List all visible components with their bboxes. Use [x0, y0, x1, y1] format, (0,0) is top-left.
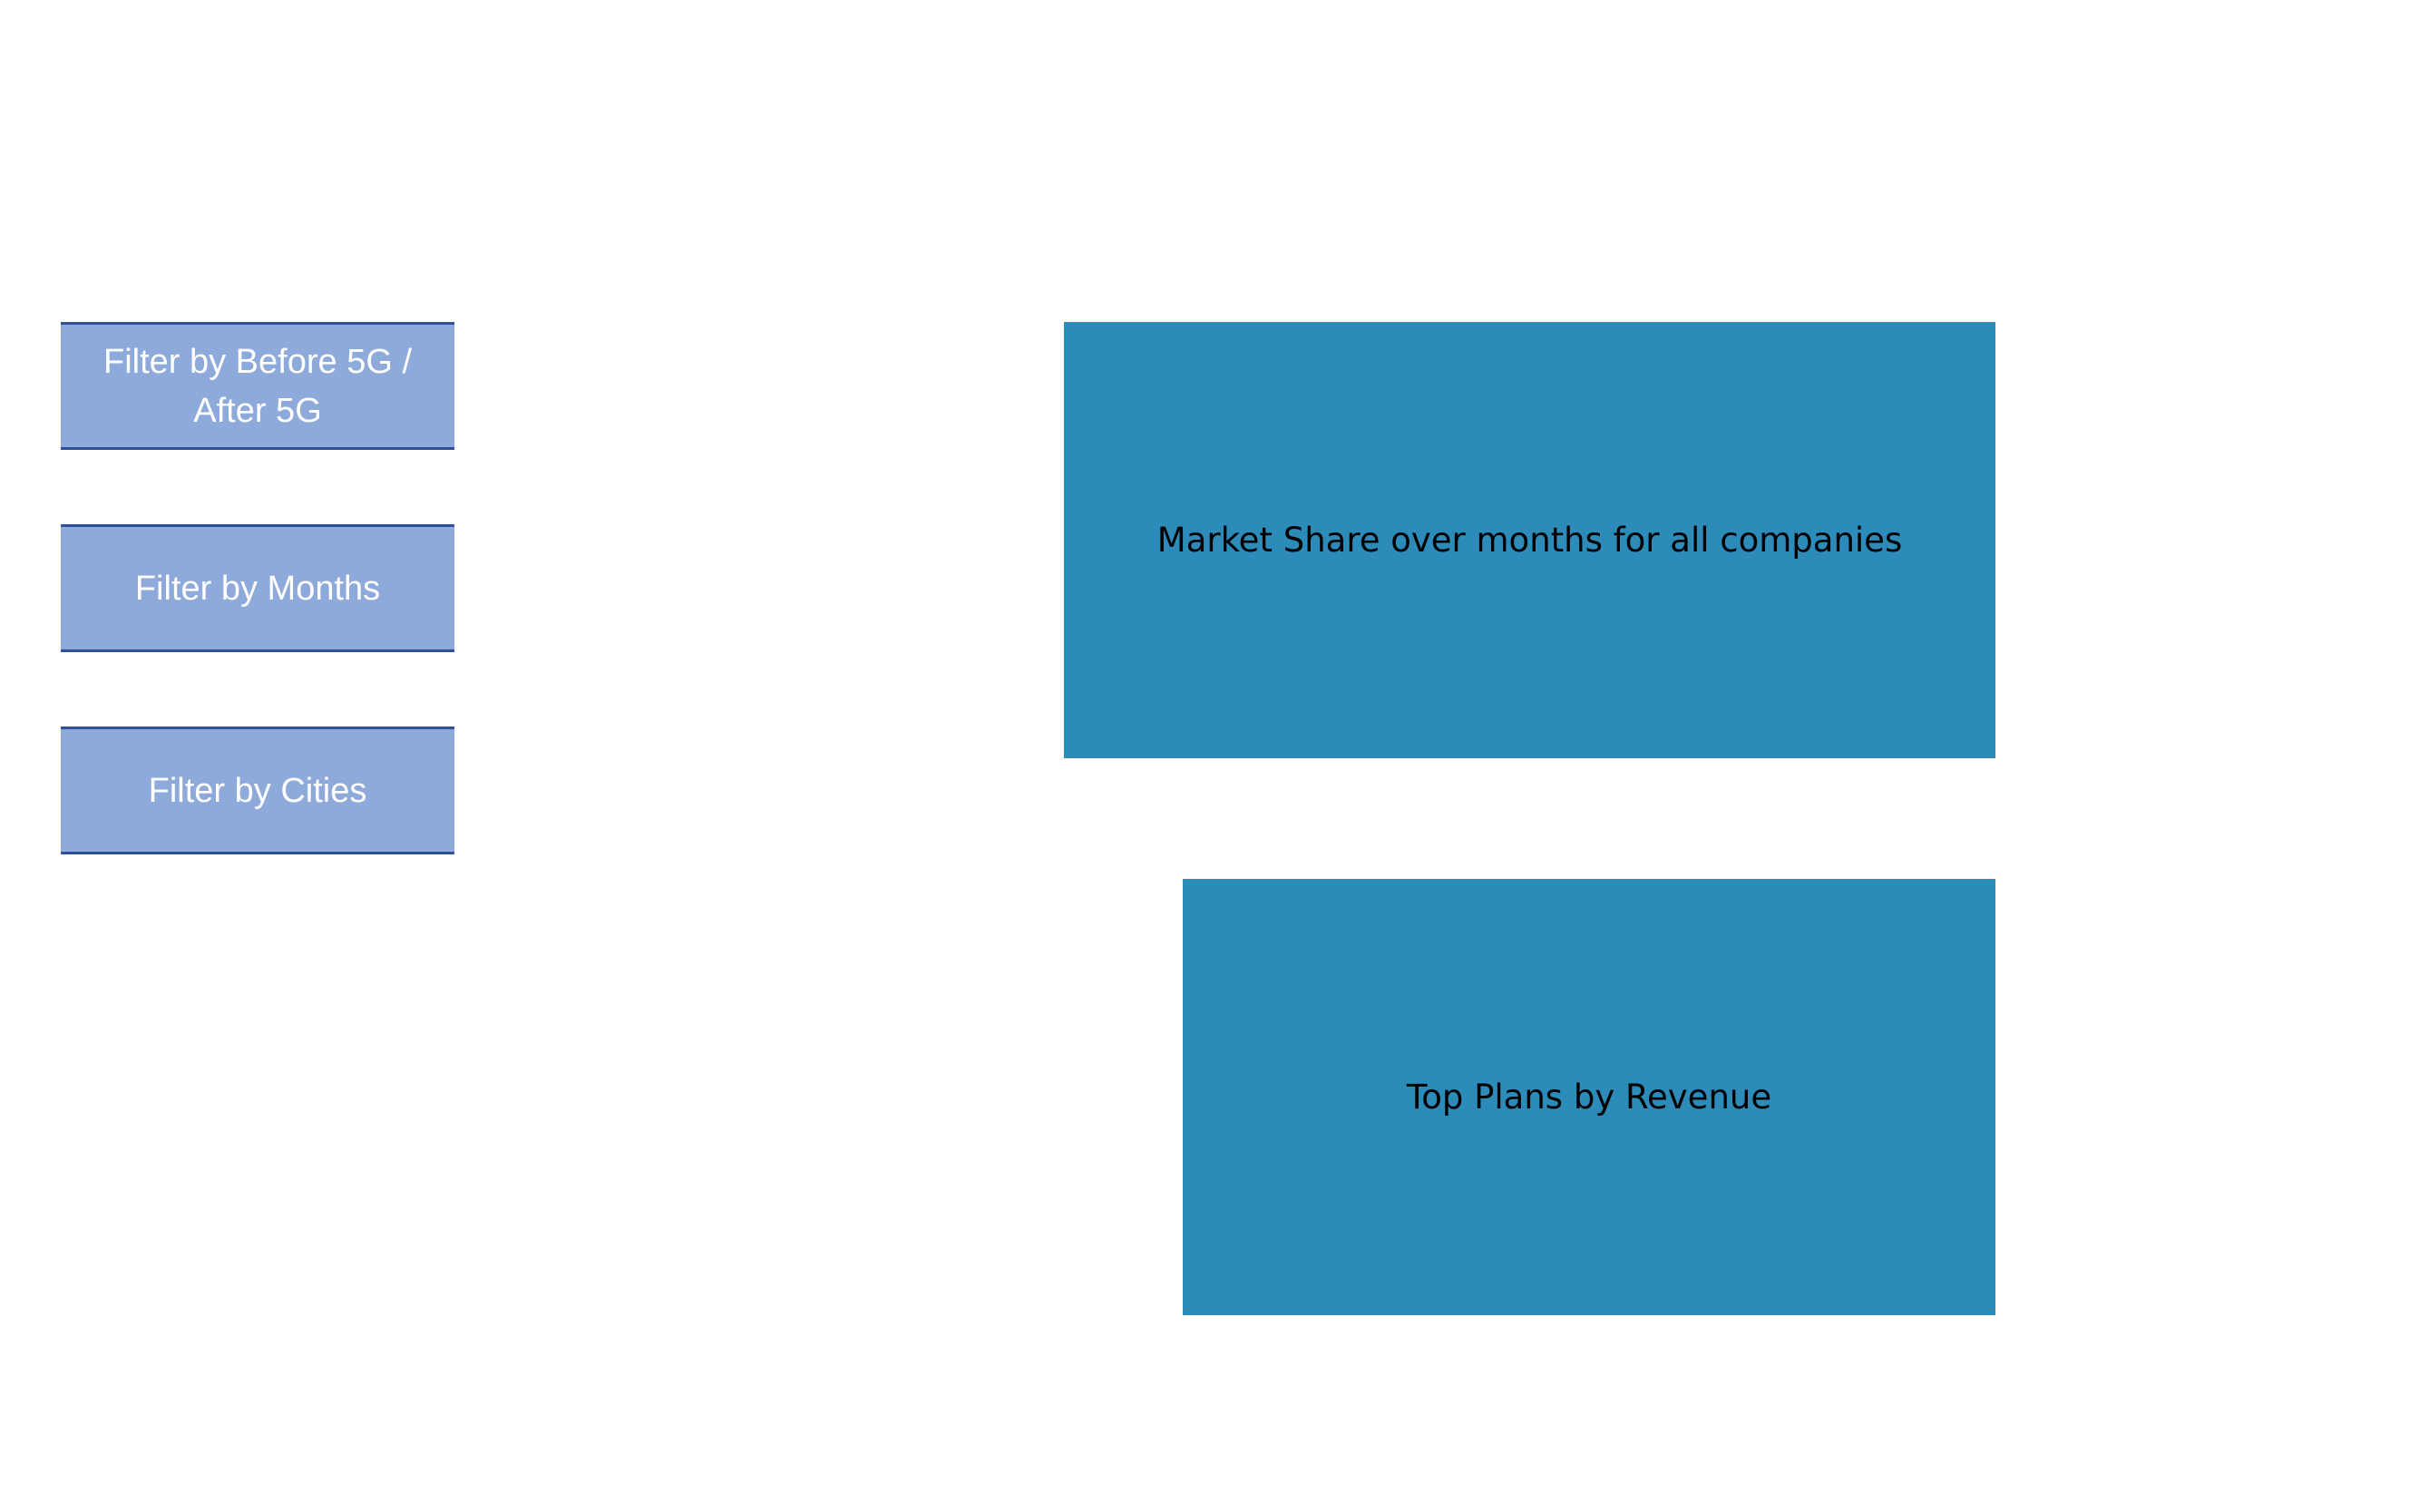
market-share-panel-title: Market Share over months for all compani…: [1156, 521, 1903, 560]
market-share-chart-placeholder: Market Share over months for all compani…: [1064, 322, 1995, 758]
filter-before-after-5g-label: Filter by Before 5G / After 5G: [102, 342, 412, 430]
filter-months-label: Filter by Months: [134, 569, 381, 608]
top-plans-chart-placeholder: Top Plans by Revenue: [1183, 879, 1995, 1315]
filter-before-after-5g-button[interactable]: Filter by Before 5G / After 5G: [61, 322, 454, 450]
top-plans-panel-title: Top Plans by Revenue: [1406, 1078, 1772, 1117]
filter-cities-button[interactable]: Filter by Cities: [61, 727, 454, 854]
filter-cities-label: Filter by Cities: [148, 771, 367, 810]
filter-months-button[interactable]: Filter by Months: [61, 524, 454, 652]
